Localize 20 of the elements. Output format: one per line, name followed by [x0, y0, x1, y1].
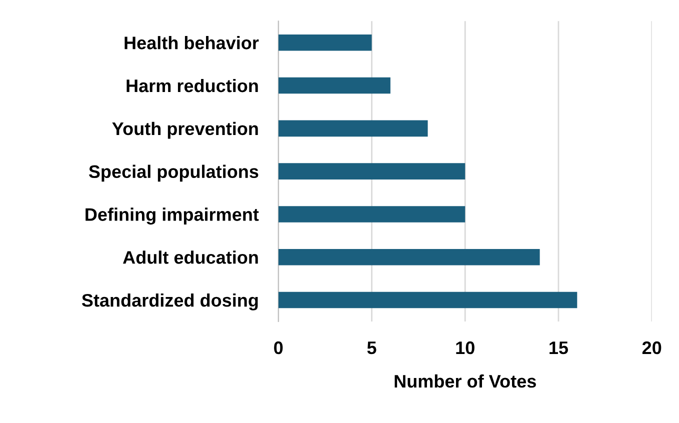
- y-tick-label: Youth prevention: [112, 122, 258, 139]
- x-tick-label: 20: [642, 341, 662, 354]
- x-tick-label: 15: [550, 342, 568, 354]
- bar: [278, 120, 428, 137]
- y-tick-label: Harm reduction: [126, 78, 258, 92]
- y-tick-label: Adult education: [122, 250, 258, 264]
- x-tick-label: 0: [274, 341, 283, 354]
- bar: [278, 163, 466, 180]
- x-tick-label: 10: [456, 341, 474, 354]
- bar: [278, 292, 578, 308]
- bar: [278, 206, 466, 222]
- y-tick-label: Health behavior: [124, 36, 259, 50]
- y-tick-label: Defining impairment: [86, 208, 259, 225]
- bar: [278, 248, 540, 266]
- x-tick-label: 5: [367, 342, 376, 354]
- y-tick-label: Special populations: [88, 164, 258, 182]
- x-axis-title: Number of Votes: [394, 374, 536, 388]
- bar: [278, 77, 390, 94]
- y-tick-label: Standardized dosing: [82, 293, 258, 310]
- bar: [278, 34, 372, 51]
